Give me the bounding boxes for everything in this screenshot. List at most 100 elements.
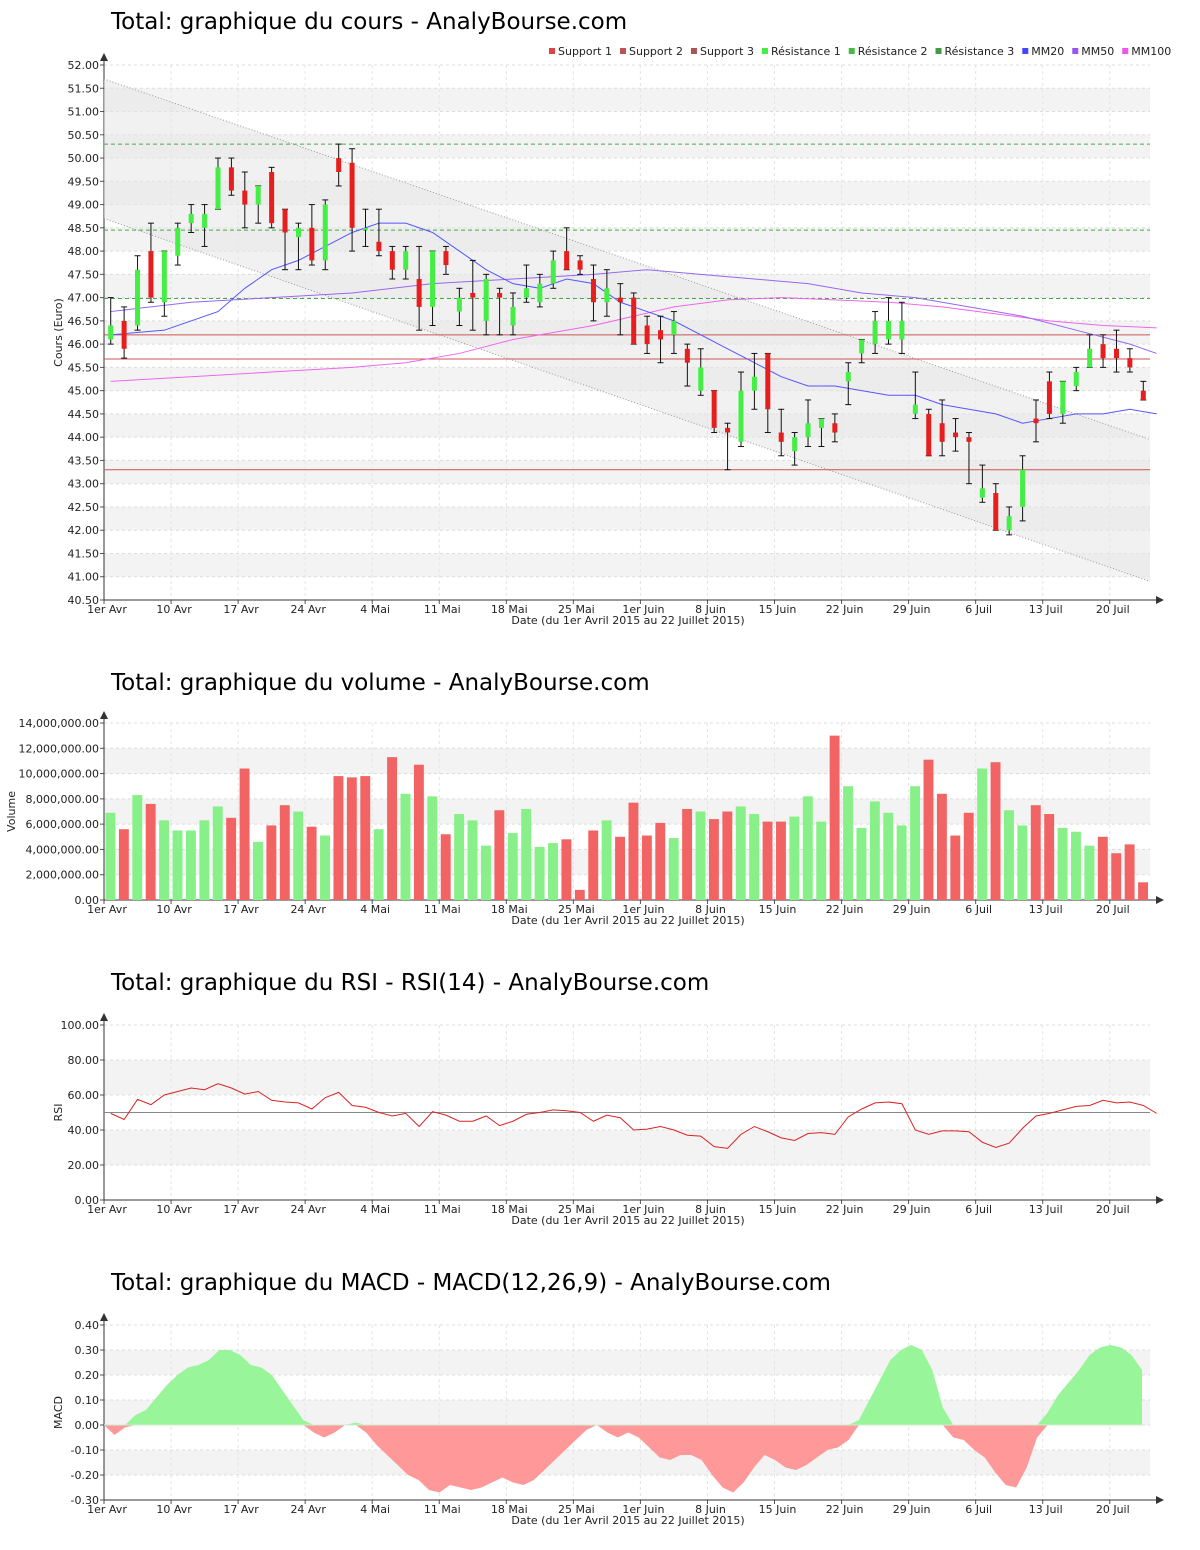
- volume-bar: [695, 811, 706, 900]
- x-tick-label: 18 Mai: [491, 1203, 528, 1216]
- legend-swatch: [935, 48, 942, 54]
- x-tick-label: 11 Mai: [424, 1203, 461, 1216]
- candle-body: [564, 251, 570, 270]
- y-tick-label: 44.50: [68, 408, 100, 421]
- candle-body: [1127, 358, 1133, 368]
- y-tick-label: 4,000,000.00: [26, 843, 99, 856]
- x-tick-label: 8 Juin: [695, 1503, 726, 1516]
- legend-swatch: [848, 48, 855, 54]
- x-tick-label: 13 Juil: [1029, 1503, 1063, 1516]
- candle-body: [510, 306, 516, 326]
- candle-body: [228, 167, 234, 191]
- x-tick-label: 13 Juil: [1029, 903, 1063, 916]
- legend-label: MM100: [1131, 45, 1171, 58]
- candle-body: [108, 325, 114, 340]
- candle-body: [912, 404, 918, 414]
- x-tick-label: 4 Mai: [360, 1503, 390, 1516]
- volume-bar: [615, 836, 625, 900]
- y-tick-label: 45.00: [68, 385, 100, 398]
- candle-body: [309, 227, 315, 261]
- y-tick-label: 48.00: [68, 245, 100, 258]
- volume-bar: [454, 814, 465, 900]
- candle-body: [725, 427, 731, 433]
- x-tick-label: 11 Mai: [424, 903, 461, 916]
- y-tick-label: 0.30: [75, 1344, 100, 1357]
- volume-bar: [199, 820, 210, 900]
- y-tick-label: 52.00: [68, 59, 100, 72]
- candle-body: [631, 297, 637, 345]
- y-tick-label: 47.00: [68, 292, 100, 305]
- x-tick-label: 10 Avr: [156, 1503, 192, 1516]
- x-axis-label: Date (du 1er Avril 2015 au 22 Juillet 20…: [511, 1214, 744, 1227]
- x-axis-arrow: [1156, 596, 1164, 604]
- volume-bar: [561, 839, 572, 900]
- x-tick-label: 4 Mai: [360, 903, 390, 916]
- candle-body: [322, 204, 328, 261]
- x-tick-label: 15 Juin: [759, 603, 797, 616]
- volume-bar: [1044, 814, 1055, 900]
- volume-bar: [279, 805, 290, 900]
- volume-bar: [346, 777, 357, 900]
- volume-bar: [1057, 827, 1068, 900]
- x-tick-label: 29 Juin: [893, 1503, 931, 1516]
- candle-body: [886, 320, 891, 340]
- volume-bar: [239, 768, 250, 900]
- candle-body: [966, 437, 972, 442]
- price-chart-title: Total: graphique du cours - AnalyBourse.…: [111, 9, 628, 35]
- volume-bar: [467, 820, 478, 900]
- x-tick-label: 15 Juin: [759, 903, 797, 916]
- legend-swatch: [619, 48, 626, 54]
- y-tick-label: 0.00: [75, 894, 100, 907]
- x-tick-label: 1er Avr: [87, 1503, 127, 1516]
- candle-body: [269, 172, 275, 224]
- y-tick-label: 49.00: [68, 199, 100, 212]
- volume-bar: [682, 808, 693, 900]
- candle-body: [765, 353, 771, 410]
- candle-body: [604, 288, 610, 303]
- volume-bar: [829, 735, 840, 900]
- candle-body: [349, 162, 355, 228]
- legend-swatch: [549, 48, 555, 54]
- rsi-line: [110, 1083, 1157, 1149]
- price-chart: 40.50 41.00 41.50 42.00 42.50 43.00 43.50 44.00…: [52, 45, 1171, 627]
- x-axis-arrow: [1156, 896, 1164, 904]
- candle-body: [550, 260, 556, 284]
- x-tick-label: 10 Avr: [156, 1203, 192, 1216]
- candle-body: [1046, 381, 1052, 414]
- volume-bar: [105, 812, 116, 900]
- candle-body: [751, 376, 757, 391]
- candle-body: [483, 279, 489, 321]
- candle-body: [711, 390, 717, 428]
- candle-body: [295, 227, 301, 238]
- volume-bar: [588, 830, 599, 900]
- volume-bar: [641, 835, 652, 900]
- candle-body: [470, 292, 476, 298]
- volume-bar: [856, 827, 867, 900]
- candle-body: [175, 227, 181, 256]
- candle-body: [899, 320, 905, 340]
- volume-bar: [534, 846, 545, 900]
- candle-body: [926, 413, 932, 456]
- volume-bar: [601, 820, 612, 900]
- x-tick-label: 22 Juin: [826, 1203, 864, 1216]
- x-tick-label: 25 Mai: [558, 603, 595, 616]
- candle-body: [1033, 418, 1039, 424]
- x-tick-label: 1er Avr: [87, 1203, 127, 1216]
- x-tick-label: 17 Avr: [223, 903, 259, 916]
- x-axis-label: Date (du 1er Avril 2015 au 22 Juillet 20…: [511, 914, 744, 927]
- candle-body: [497, 292, 503, 298]
- x-tick-label: 20 Juil: [1096, 903, 1130, 916]
- y-tick-label: -0.20: [71, 1469, 99, 1482]
- volume-bar: [427, 796, 438, 900]
- volume-bar: [1124, 844, 1135, 900]
- volume-bar: [1071, 831, 1081, 900]
- volume-bar: [776, 821, 786, 900]
- x-tick-label: 8 Juin: [695, 903, 726, 916]
- volume-bar: [413, 764, 424, 900]
- candle-body: [617, 297, 623, 303]
- candle-body: [430, 251, 436, 307]
- volume-bar: [507, 832, 518, 900]
- candle-body: [161, 251, 167, 303]
- candle-body: [698, 367, 704, 391]
- volume-bar: [480, 845, 491, 900]
